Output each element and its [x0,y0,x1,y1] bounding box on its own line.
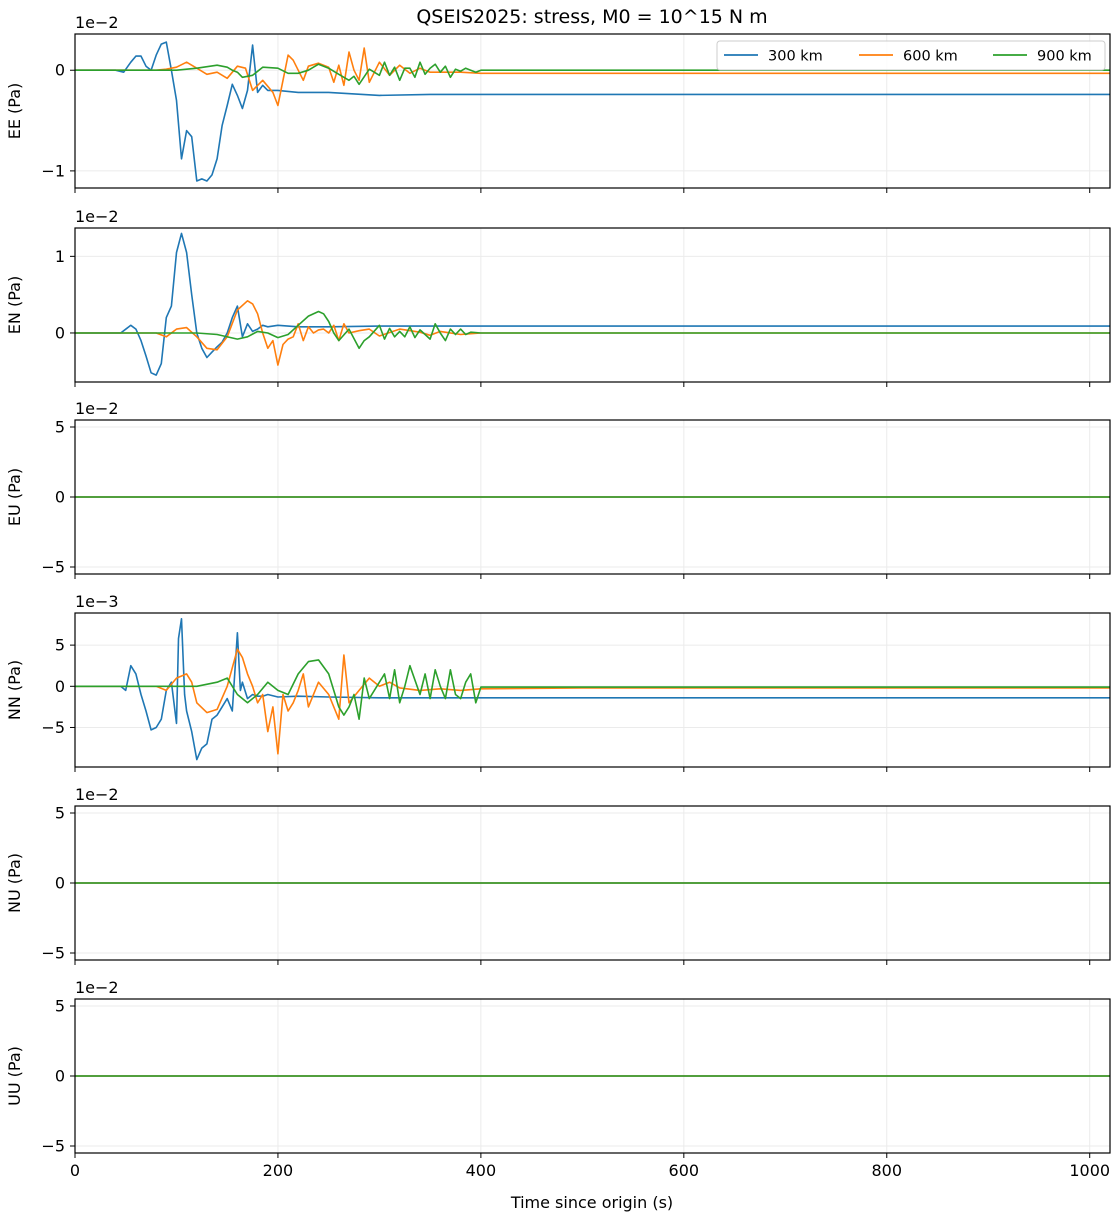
x-axis-ticks: 0 200 400 600 800 1000 [70,1161,1110,1180]
axes-frame [74,33,1111,189]
series-line-600-km [75,47,1110,107]
y-tick-label: 0 [55,1067,65,1086]
axes-frame [74,998,1111,1154]
y-offset-text: 1e−2 [75,785,119,804]
y-tick-label: 0 [55,488,65,507]
axes-frame [74,227,1111,383]
panel-0: −1 0 1e−2 EE (Pa) [5,13,1111,193]
panel-1: 0 1 1e−2 EN (Pa) [5,207,1111,387]
axes-frame [74,805,1111,961]
y-tick-label: −5 [41,1137,65,1156]
y-offset-text: 1e−3 [75,592,119,611]
legend-frame [716,40,1106,71]
panel-3: −5 0 5 1e−3 NN (Pa) [5,592,1111,772]
legend-label: 600 km [903,49,958,65]
y-axis-label: NN (Pa) [5,660,24,720]
y-tick-label: 0 [55,677,65,696]
legend-label: 900 km [1037,49,1092,65]
y-tick-label: 1 [55,247,65,266]
x-tick-label: 0 [70,1161,80,1180]
series-line-600-km [75,648,1110,755]
y-tick-label: 5 [55,418,65,437]
series-line-900-km [75,659,1110,721]
y-tick-label: −1 [41,161,65,180]
figure-title: QSEIS2025: stress, M0 = 10^15 N m [416,6,767,28]
y-axis-label: EU (Pa) [5,468,24,526]
y-tick-label: −5 [41,718,65,737]
y-axis-label: EE (Pa) [5,83,24,140]
y-tick-label: 5 [55,636,65,655]
series-line-900-km [75,61,1110,86]
x-tick-label: 200 [263,1161,294,1180]
series-line-300-km [75,617,1110,761]
series-line-300-km [75,232,1110,376]
legend: 300 km 600 km 900 km [716,40,1106,71]
x-tick-label: 400 [466,1161,497,1180]
y-axis-label: EN (Pa) [5,276,24,334]
y-offset-text: 1e−2 [75,207,119,226]
y-tick-label: 5 [55,997,65,1016]
y-tick-label: 0 [55,61,65,80]
y-tick-label: 0 [55,874,65,893]
y-offset-text: 1e−2 [75,978,119,997]
x-tick-label: 800 [871,1161,902,1180]
panel-4: −5 0 5 1e−2 NU (Pa) [5,785,1111,965]
y-tick-label: −5 [41,558,65,577]
axes-frame [74,612,1111,768]
series-line-300-km [75,41,1110,182]
y-tick-label: 5 [55,804,65,823]
y-axis-label: NU (Pa) [5,853,24,913]
axes-frame [74,419,1111,575]
panel-2: −5 0 5 1e−2 EU (Pa) [5,399,1111,579]
x-tick-label: 600 [669,1161,700,1180]
y-offset-text: 1e−2 [75,399,119,418]
panels: −1 0 1e−2 EE (Pa) 0 1 1e−2 EN (Pa) −5 0 5 1e−2 EU (P… [5,13,1111,1158]
x-tick-label: 1000 [1069,1161,1110,1180]
series-line-900-km [75,310,1110,350]
panel-5: −5 0 5 1e−2 UU (Pa) [5,978,1111,1158]
y-offset-text: 1e−2 [75,13,119,32]
y-tick-label: 0 [55,323,65,342]
x-axis-label: Time since origin (s) [510,1193,673,1212]
y-axis-label: UU (Pa) [5,1046,24,1106]
legend-label: 300 km [768,49,823,65]
y-tick-label: −5 [41,944,65,963]
